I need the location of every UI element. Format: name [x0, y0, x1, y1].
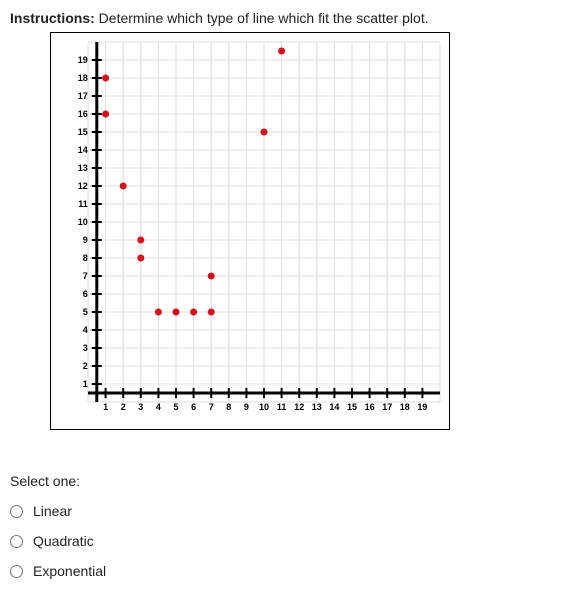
x-tick-label: 3	[138, 402, 143, 412]
y-tick-label: 19	[78, 55, 88, 65]
data-point	[208, 309, 215, 316]
y-tick-label: 15	[78, 127, 88, 137]
data-point	[278, 48, 285, 55]
data-point	[261, 129, 268, 136]
data-point	[137, 255, 144, 262]
data-point	[190, 309, 197, 316]
option-linear[interactable]: Linear	[10, 503, 569, 519]
x-tick-label: 1	[103, 402, 108, 412]
option-quadratic[interactable]: Quadratic	[10, 533, 569, 549]
y-tick-label: 3	[83, 343, 88, 353]
x-tick-label: 4	[156, 402, 161, 412]
chart-border	[51, 33, 450, 430]
x-tick-label: 16	[365, 402, 375, 412]
option-radio-linear[interactable]	[10, 505, 23, 518]
y-tick-label: 4	[83, 325, 88, 335]
x-tick-label: 8	[226, 402, 231, 412]
y-tick-label: 7	[83, 271, 88, 281]
data-point	[102, 75, 109, 82]
data-point	[208, 273, 215, 280]
select-one-label: Select one:	[10, 473, 569, 489]
y-tick-label: 16	[78, 109, 88, 119]
y-tick-label: 17	[78, 91, 88, 101]
option-radio-exponential[interactable]	[10, 565, 23, 578]
option-label: Exponential	[33, 563, 106, 579]
instructions-line: Instructions: Determine which type of li…	[10, 10, 569, 26]
x-tick-label: 7	[209, 402, 214, 412]
y-tick-label: 11	[78, 199, 88, 209]
x-tick-label: 15	[347, 402, 357, 412]
y-tick-label: 13	[78, 163, 88, 173]
y-tick-label: 1	[83, 379, 88, 389]
data-point	[155, 309, 162, 316]
y-tick-label: 12	[78, 181, 88, 191]
x-tick-label: 11	[277, 402, 287, 412]
option-radio-quadratic[interactable]	[10, 535, 23, 548]
x-tick-label: 12	[294, 402, 304, 412]
scatter-chart-container: 1234567891011121314151617181912345678910…	[50, 32, 450, 433]
y-tick-label: 14	[78, 145, 88, 155]
x-tick-label: 2	[121, 402, 126, 412]
option-exponential[interactable]: Exponential	[10, 563, 569, 579]
x-tick-label: 10	[259, 402, 269, 412]
data-point	[137, 237, 144, 244]
options-group: Linear Quadratic Exponential	[10, 503, 569, 579]
y-tick-label: 8	[83, 253, 88, 263]
data-point	[173, 309, 180, 316]
x-tick-label: 6	[191, 402, 196, 412]
y-tick-label: 6	[83, 289, 88, 299]
x-tick-label: 18	[400, 402, 410, 412]
data-point	[102, 111, 109, 118]
x-tick-label: 19	[417, 402, 427, 412]
x-tick-label: 13	[312, 402, 322, 412]
x-tick-label: 9	[244, 402, 249, 412]
x-tick-label: 17	[382, 402, 392, 412]
option-label: Quadratic	[33, 533, 94, 549]
x-tick-label: 14	[329, 402, 339, 412]
instructions-text: Determine which type of line which fit t…	[99, 10, 429, 26]
y-tick-label: 9	[83, 235, 88, 245]
x-tick-label: 5	[173, 402, 178, 412]
scatter-chart: 1234567891011121314151617181912345678910…	[50, 32, 450, 430]
option-label: Linear	[33, 503, 72, 519]
y-tick-label: 5	[83, 307, 88, 317]
data-point	[120, 183, 127, 190]
instructions-label: Instructions:	[10, 10, 95, 26]
y-tick-label: 10	[78, 217, 88, 227]
y-tick-label: 2	[83, 361, 88, 371]
y-tick-label: 18	[78, 73, 88, 83]
